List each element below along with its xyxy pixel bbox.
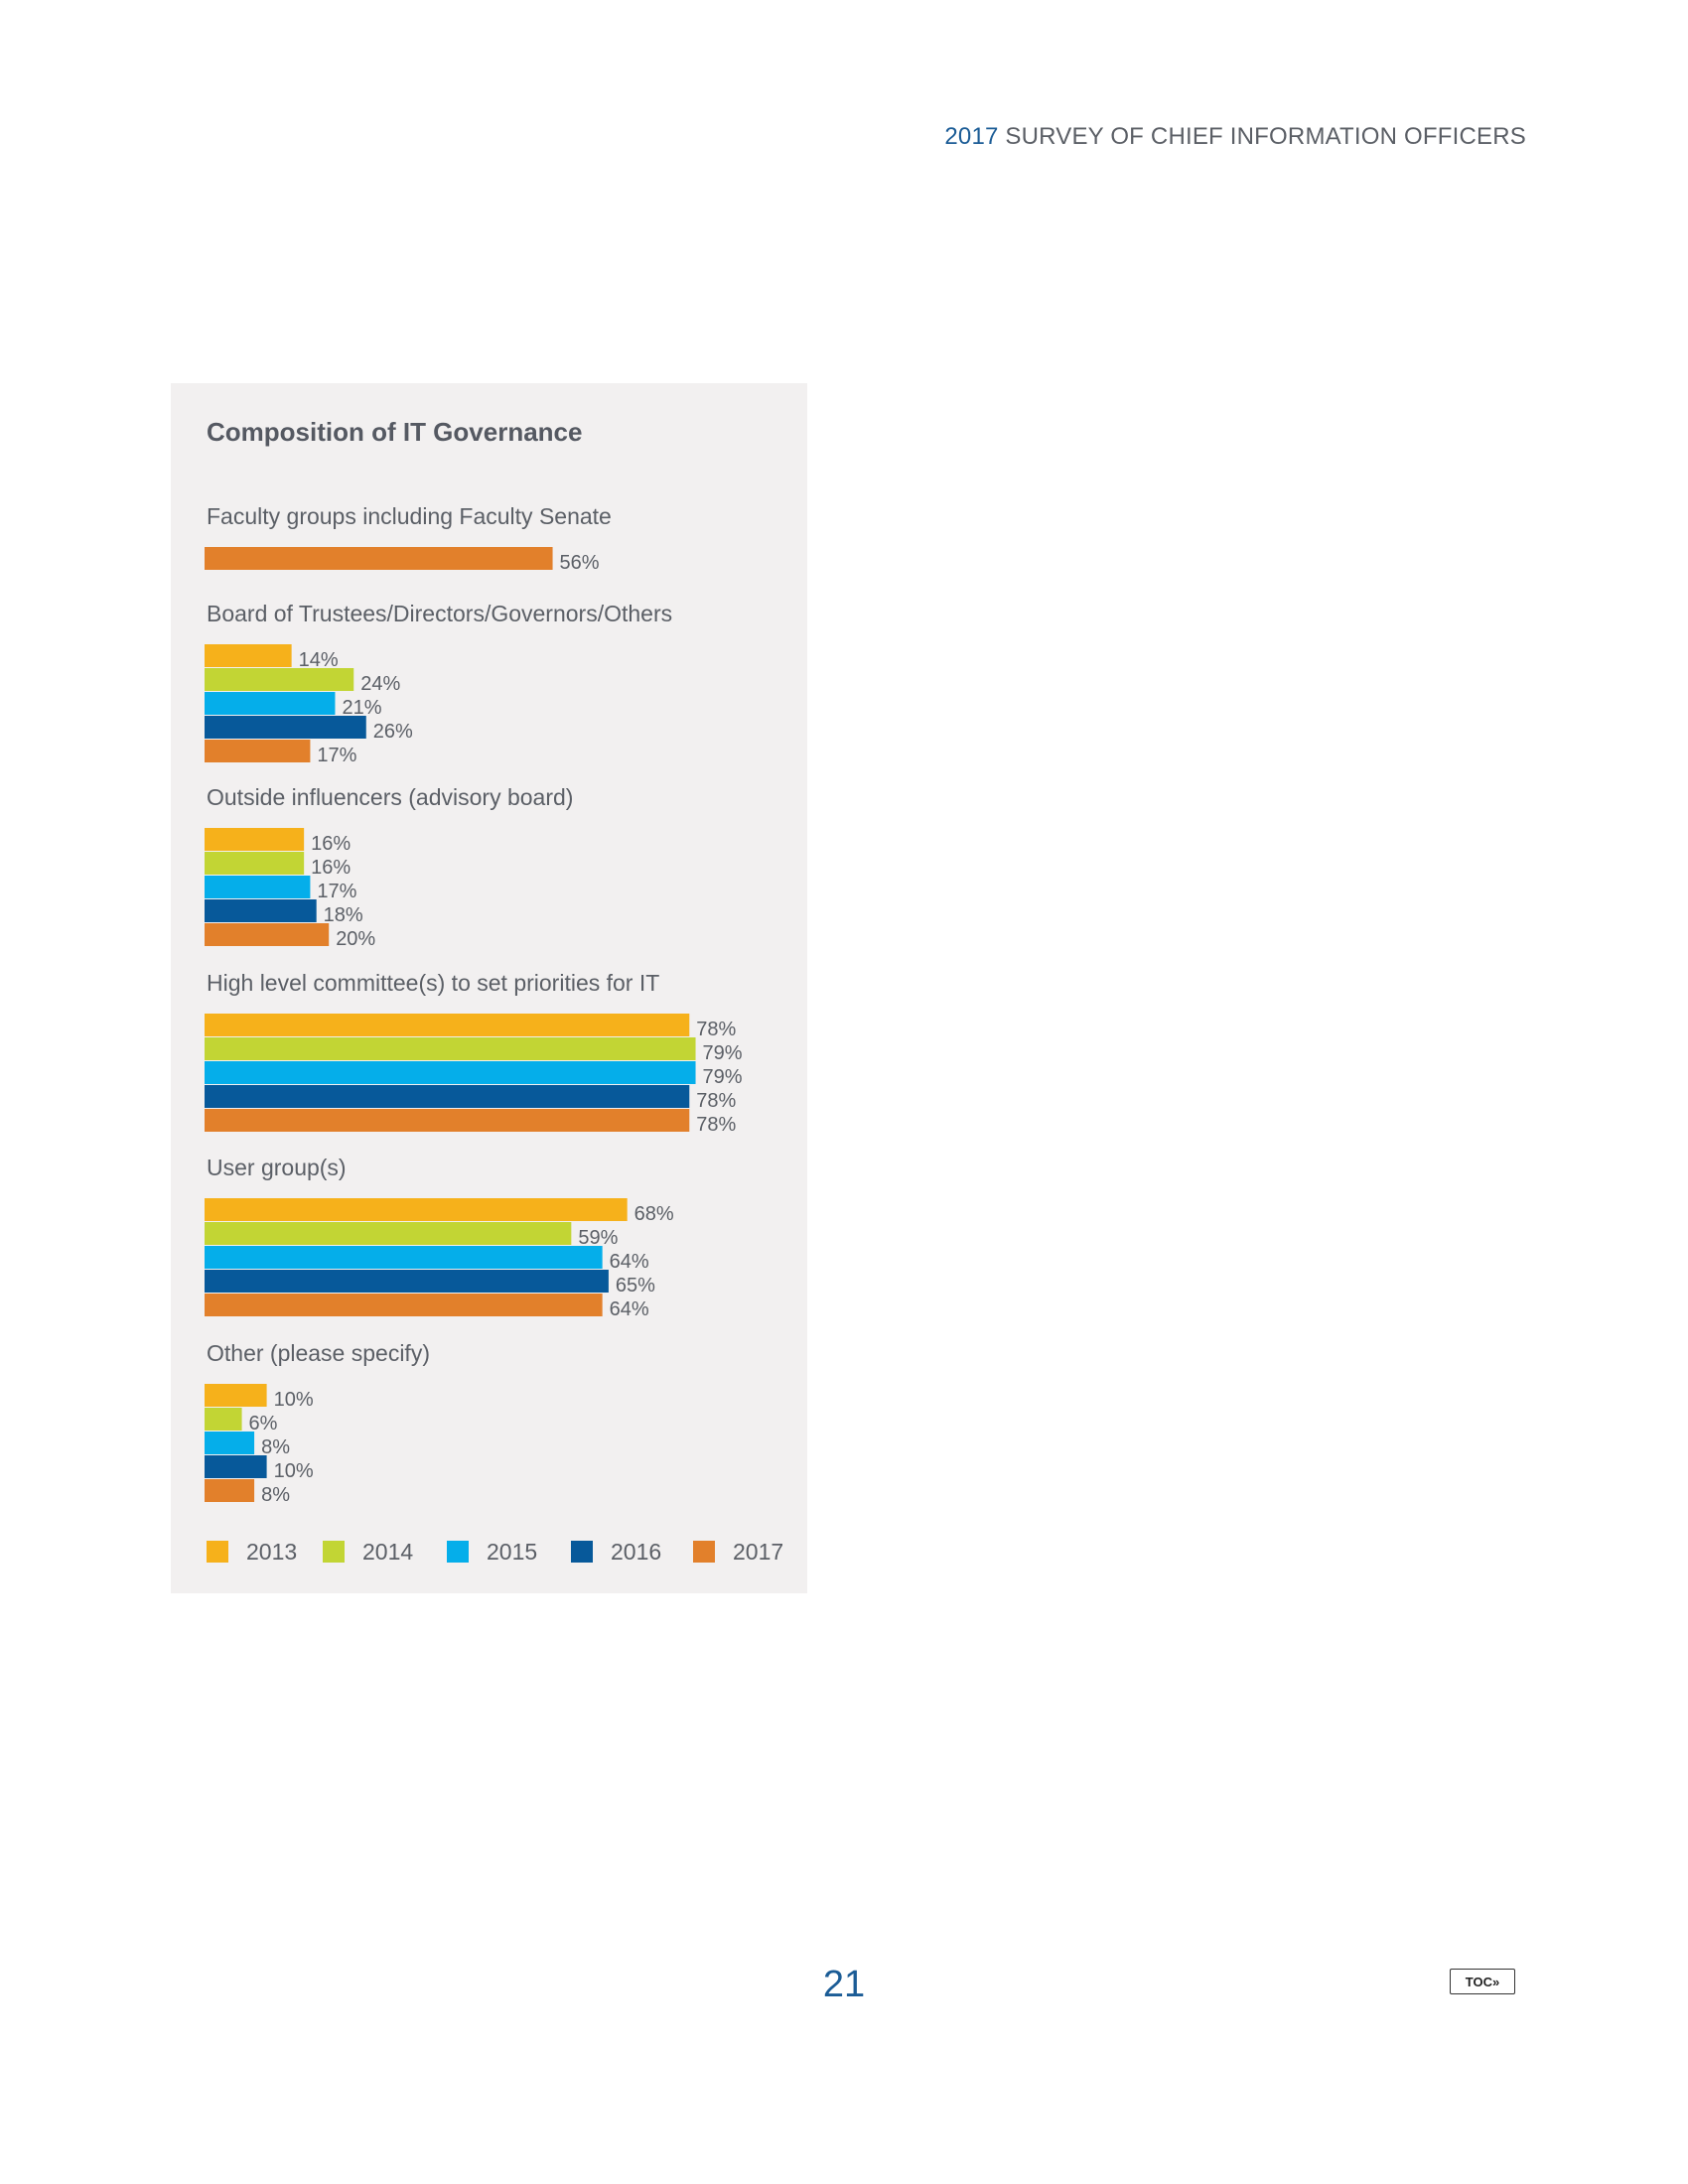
legend-label: 2017 <box>733 1538 784 1565</box>
value-label: 64% <box>610 1251 649 1273</box>
legend-swatch <box>571 1541 593 1563</box>
value-label: 79% <box>703 1042 743 1064</box>
value-label: 56% <box>560 552 600 574</box>
bar-2015 <box>205 692 336 715</box>
header-year: 2017 <box>944 123 999 150</box>
bar-2014 <box>205 852 305 875</box>
value-label: 10% <box>274 1460 314 1482</box>
value-label: 6% <box>249 1413 278 1434</box>
legend-label: 2015 <box>487 1538 538 1565</box>
value-label: 68% <box>634 1203 674 1225</box>
chart-title: Composition of IT Governance <box>207 417 583 447</box>
value-label: 65% <box>616 1275 655 1297</box>
bar-2016 <box>205 716 366 739</box>
category-label: User group(s) <box>207 1155 347 1180</box>
header-title: SURVEY OF CHIEF INFORMATION OFFICERS <box>1005 123 1526 150</box>
legend-swatch <box>323 1541 345 1563</box>
value-label: 64% <box>610 1298 649 1320</box>
value-label: 78% <box>696 1019 736 1040</box>
value-label: 16% <box>311 833 351 855</box>
value-label: 26% <box>373 721 413 743</box>
legend-swatch <box>693 1541 715 1563</box>
value-label: 18% <box>324 904 363 926</box>
bar-2015 <box>205 1432 255 1454</box>
bar-2013 <box>205 644 292 667</box>
value-label: 8% <box>261 1484 290 1506</box>
bar-2017 <box>205 1294 603 1316</box>
value-label: 78% <box>696 1114 736 1136</box>
legend-swatch <box>207 1541 228 1563</box>
value-label: 10% <box>274 1389 314 1411</box>
bar-2017 <box>205 740 311 762</box>
bar-2015 <box>205 876 311 898</box>
bar-2017 <box>205 923 330 946</box>
bar-2017 <box>205 1109 690 1132</box>
bar-chart: Faculty groups including Faculty Senate 5… <box>205 503 743 1506</box>
legend-label: 2016 <box>611 1538 662 1565</box>
bar-2013 <box>205 1384 267 1407</box>
bar-2013 <box>205 828 305 851</box>
bar-2013 <box>205 1198 628 1221</box>
category-label: Faculty groups including Faculty Senate <box>207 503 612 529</box>
bar-2016 <box>205 1455 267 1478</box>
bar-2017 <box>205 1479 255 1502</box>
legend-label: 2014 <box>362 1538 414 1565</box>
toc-button[interactable]: TOC» <box>1450 1969 1515 1994</box>
bar-2015 <box>205 1246 603 1269</box>
page-number: 21 <box>822 1964 866 2005</box>
bar-2014 <box>205 1408 242 1431</box>
value-label: 17% <box>317 745 356 766</box>
category-label: Board of Trustees/Directors/Governors/Ot… <box>207 601 672 626</box>
bar-2014 <box>205 1037 696 1060</box>
chart-panel: Composition of IT Governance Faculty gro… <box>171 383 807 1593</box>
category-label: Outside influencers (advisory board) <box>207 784 573 810</box>
legend-item-2015: 2015 <box>447 1537 537 1567</box>
legend-label: 2013 <box>246 1538 298 1565</box>
value-label: 16% <box>311 857 351 879</box>
value-label: 59% <box>578 1227 618 1249</box>
value-label: 8% <box>261 1436 290 1458</box>
bar-2015 <box>205 1061 696 1084</box>
page-header: 2017 SURVEY OF CHIEF INFORMATION OFFICER… <box>944 123 1526 151</box>
category-label: Other (please specify) <box>207 1340 430 1366</box>
bar-2016 <box>205 1085 690 1108</box>
legend-swatch <box>447 1541 469 1563</box>
value-label: 17% <box>317 881 356 902</box>
value-label: 21% <box>342 697 381 719</box>
bar-2014 <box>205 668 354 691</box>
legend-item-2014: 2014 <box>323 1537 413 1567</box>
bar-2013 <box>205 1014 690 1036</box>
bar-2017 <box>205 547 553 570</box>
chart-legend: 2013 2014 2015 2016 2017 <box>207 1537 783 1567</box>
value-label: 24% <box>360 673 400 695</box>
legend-item-2016: 2016 <box>571 1537 661 1567</box>
bar-2016 <box>205 899 317 922</box>
category-label: High level committee(s) to set prioritie… <box>207 970 659 996</box>
bar-2016 <box>205 1270 609 1293</box>
value-label: 14% <box>299 649 339 671</box>
value-label: 20% <box>336 928 375 950</box>
value-label: 79% <box>703 1066 743 1088</box>
legend-item-2013: 2013 <box>207 1537 297 1567</box>
value-label: 78% <box>696 1090 736 1112</box>
legend-item-2017: 2017 <box>693 1537 783 1567</box>
bar-2014 <box>205 1222 572 1245</box>
